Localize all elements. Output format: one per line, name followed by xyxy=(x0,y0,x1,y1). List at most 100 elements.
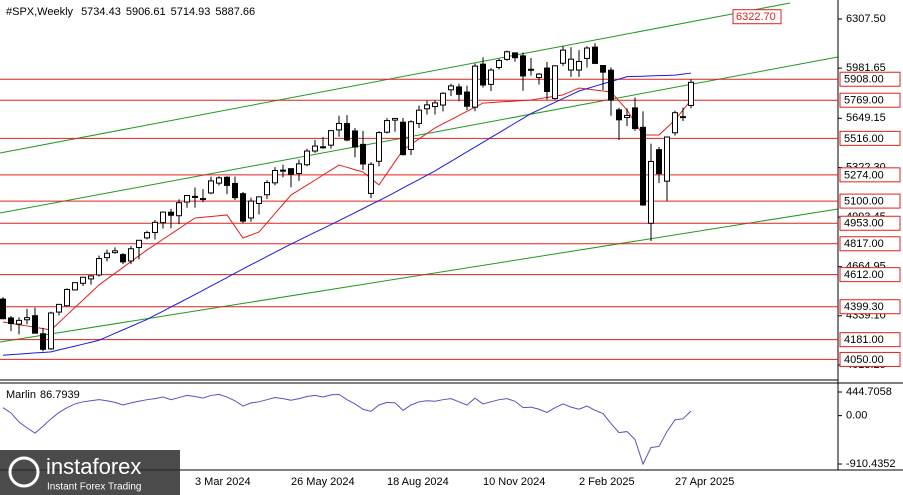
candle-body xyxy=(424,104,430,110)
candle-body xyxy=(432,102,438,108)
candle-body xyxy=(648,160,654,224)
y-tick-label: 5649.15 xyxy=(846,112,886,124)
y-tick-label: 6307.50 xyxy=(846,13,886,25)
candle-body xyxy=(608,69,614,101)
candle-body xyxy=(688,81,694,106)
candle-body xyxy=(64,288,70,307)
symbol: #SPX,Weekly xyxy=(6,6,74,18)
candle-body xyxy=(288,168,294,175)
level-label-box xyxy=(839,215,901,231)
candle-body xyxy=(144,232,150,239)
candle-body xyxy=(456,86,462,95)
candle-body xyxy=(248,200,254,219)
y-tick-label: 444.7058 xyxy=(846,386,892,398)
candle-body xyxy=(680,116,686,119)
candle-body xyxy=(440,92,446,106)
candle-body xyxy=(112,250,118,254)
price-label: 6322.70 xyxy=(736,11,776,23)
watermark: instaforex Instant Forex Trading xyxy=(0,450,180,495)
candle-body xyxy=(160,211,166,224)
y-tick-label: 5981.65 xyxy=(846,62,886,74)
x-tick-label: 27 Apr 2025 xyxy=(675,476,734,488)
candle-body xyxy=(120,254,126,263)
candle-body xyxy=(336,122,342,131)
candle-body xyxy=(128,248,134,262)
candle-body xyxy=(600,65,606,73)
watermark-icon xyxy=(8,456,40,488)
candle-body xyxy=(0,298,6,320)
candle-body xyxy=(568,58,574,71)
y-tick-label: -910.4352 xyxy=(846,458,896,470)
x-tick-label: 2 Feb 2025 xyxy=(579,476,635,488)
open-value: 5734.43 xyxy=(81,6,121,18)
candle-body xyxy=(296,163,302,174)
candle-body xyxy=(240,193,246,222)
candle-body xyxy=(80,276,86,284)
level-label-box xyxy=(839,236,901,252)
candle-body xyxy=(464,91,470,107)
level-label-box xyxy=(839,130,901,146)
candle-body xyxy=(624,114,630,119)
candle-body xyxy=(656,149,662,175)
level-label-box xyxy=(839,332,901,348)
y-tick-label: 0.00 xyxy=(846,410,867,422)
indicator-value: 86.7939 xyxy=(40,389,80,401)
candle-body xyxy=(256,196,262,204)
high-value: 5906.61 xyxy=(126,6,166,18)
candle-body xyxy=(24,317,30,321)
candle-body xyxy=(520,55,526,77)
candle-body xyxy=(40,333,46,350)
candle-body xyxy=(152,221,158,233)
x-tick-label: 3 Mar 2024 xyxy=(195,476,251,488)
candle-body xyxy=(416,109,422,124)
candle-body xyxy=(592,46,598,64)
level-label: 4050.00 xyxy=(844,354,884,366)
candle-body xyxy=(480,63,486,86)
level-label-box xyxy=(839,299,901,315)
indicator-line xyxy=(2,393,692,466)
candle-body xyxy=(376,132,382,162)
watermark-box xyxy=(0,450,180,495)
candle-body xyxy=(584,47,590,59)
price-label-box xyxy=(732,9,782,25)
x-tick-label: 10 Nov 2024 xyxy=(483,476,545,488)
candle-body xyxy=(552,65,558,100)
candle-body xyxy=(528,68,534,71)
indicator-name: Marlin xyxy=(6,389,36,401)
candle-body xyxy=(304,150,310,166)
candle-body xyxy=(488,69,494,85)
candle-body xyxy=(272,169,278,184)
candle-body xyxy=(576,60,582,71)
candle-body xyxy=(496,60,502,68)
watermark-brand: instaforex xyxy=(46,454,141,479)
candle-body xyxy=(544,67,550,92)
trend-line xyxy=(0,56,839,214)
level-label: 5100.00 xyxy=(844,195,884,207)
level-label: 5274.00 xyxy=(844,169,884,181)
x-tick-label: 18 Aug 2024 xyxy=(387,476,449,488)
trend-line xyxy=(0,208,839,343)
level-label: 4181.00 xyxy=(844,334,884,346)
candle-body xyxy=(664,136,670,182)
moving-average xyxy=(2,87,692,331)
candle-body xyxy=(640,126,646,206)
candle-body xyxy=(192,195,198,198)
level-label-box xyxy=(839,193,901,209)
candle-body xyxy=(232,182,238,199)
candle-body xyxy=(96,258,102,276)
candle-body xyxy=(536,73,542,78)
candle-body xyxy=(104,252,110,259)
candle-body xyxy=(72,282,78,291)
level-label: 5516.00 xyxy=(844,133,884,145)
x-tick-label: 26 May 2024 xyxy=(291,476,355,488)
candle-body xyxy=(320,146,326,149)
candle-body xyxy=(632,107,638,130)
candle-body xyxy=(176,202,182,217)
level-label-box xyxy=(839,71,901,87)
trend-lines xyxy=(0,2,839,343)
candle-body xyxy=(328,130,334,146)
indicator-header: Marlin 86.7939 xyxy=(6,389,80,401)
level-label: 5908.00 xyxy=(844,74,884,86)
candle-body xyxy=(136,239,142,249)
level-label: 4953.00 xyxy=(844,218,884,230)
